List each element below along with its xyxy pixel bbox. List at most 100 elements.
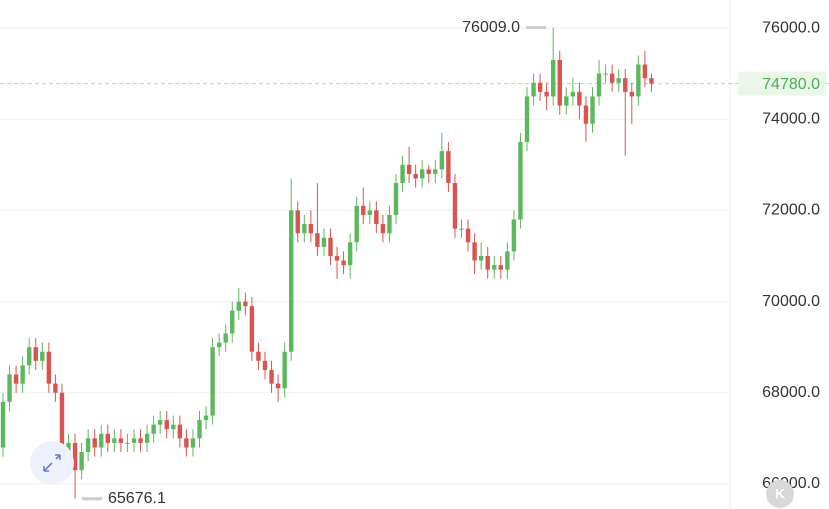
candle-body bbox=[112, 438, 117, 443]
candle-body bbox=[465, 228, 471, 243]
candle-body bbox=[531, 82, 536, 97]
candle-body bbox=[596, 73, 602, 97]
candle-body bbox=[393, 183, 399, 215]
y-tick-label: 76000.0 bbox=[762, 19, 820, 36]
low-label: 65676.1 bbox=[108, 490, 166, 507]
candle-body bbox=[302, 224, 307, 234]
candle-body bbox=[636, 64, 641, 97]
candle-body bbox=[374, 210, 379, 225]
high-label: 76009.0 bbox=[462, 19, 520, 36]
candle-body bbox=[380, 224, 386, 234]
candle-body bbox=[262, 360, 268, 370]
candle-body bbox=[603, 73, 608, 75]
candle-body bbox=[72, 442, 78, 471]
candle-body bbox=[0, 401, 6, 448]
candle-body bbox=[171, 424, 176, 430]
candle-body bbox=[478, 255, 484, 261]
candle-body bbox=[551, 59, 556, 97]
candle-body bbox=[216, 342, 222, 348]
zoom-button[interactable] bbox=[30, 441, 74, 485]
candle-body bbox=[439, 151, 445, 170]
candle-body bbox=[544, 91, 549, 97]
candle-body bbox=[642, 64, 648, 79]
candle-body bbox=[79, 452, 84, 471]
candle-body bbox=[20, 365, 25, 384]
candle-body bbox=[282, 351, 287, 389]
last-price-label: 74780.0 bbox=[762, 76, 820, 93]
candle-body bbox=[583, 105, 589, 124]
candle-body bbox=[158, 420, 163, 425]
candle-body bbox=[485, 255, 490, 270]
candle-body bbox=[367, 210, 372, 215]
candle-body bbox=[570, 91, 576, 97]
candle-body bbox=[511, 219, 517, 252]
candle-body bbox=[85, 438, 91, 453]
candle-body bbox=[623, 78, 628, 92]
candle-body bbox=[413, 173, 418, 179]
candle-body bbox=[446, 151, 451, 184]
zoom-icon[interactable] bbox=[43, 454, 61, 472]
candle-body bbox=[125, 442, 130, 444]
candle-body bbox=[472, 242, 477, 261]
candle-body bbox=[144, 433, 150, 443]
candle-body bbox=[518, 142, 523, 220]
candle-body bbox=[406, 164, 412, 174]
candle-body bbox=[269, 369, 274, 384]
candle-body bbox=[223, 333, 228, 343]
candle-body bbox=[354, 205, 359, 243]
candle-body bbox=[347, 242, 353, 266]
candle-body bbox=[564, 96, 569, 106]
candle-body bbox=[629, 91, 634, 97]
candle-body bbox=[328, 237, 333, 256]
candle-body bbox=[537, 82, 543, 92]
candle-body bbox=[53, 383, 58, 393]
candle-body bbox=[249, 306, 255, 352]
candle-body bbox=[492, 265, 497, 270]
candle-body bbox=[609, 73, 615, 83]
y-tick-label: 70000.0 bbox=[762, 293, 820, 310]
k-button[interactable]: K bbox=[766, 480, 794, 508]
candle-body bbox=[616, 78, 621, 83]
candle-body bbox=[295, 210, 300, 234]
candle-body bbox=[400, 164, 405, 184]
candle-body bbox=[361, 205, 366, 215]
candle-body bbox=[230, 310, 235, 334]
y-tick-label: 74000.0 bbox=[762, 110, 820, 127]
candle-body bbox=[256, 351, 261, 361]
candle-body bbox=[46, 351, 52, 384]
candle-body bbox=[433, 169, 438, 174]
candle-body bbox=[105, 433, 110, 443]
candle-body bbox=[131, 438, 137, 443]
k-label[interactable]: K bbox=[775, 486, 785, 502]
candle-body bbox=[177, 424, 183, 439]
candle-body bbox=[164, 420, 169, 430]
candle-body bbox=[203, 415, 209, 421]
candle-body bbox=[40, 351, 45, 361]
candle-body bbox=[210, 347, 215, 416]
candle-body bbox=[33, 347, 38, 361]
candle-body bbox=[190, 438, 196, 448]
candle-body bbox=[452, 183, 458, 229]
candle-body bbox=[590, 96, 595, 124]
candle-body bbox=[387, 214, 392, 234]
candle-body bbox=[420, 169, 425, 179]
candle-body bbox=[557, 59, 562, 106]
candle-body bbox=[289, 210, 294, 352]
candle-body bbox=[243, 301, 248, 307]
candle-body bbox=[99, 433, 104, 448]
candle-body bbox=[138, 438, 143, 443]
candle-body bbox=[13, 374, 19, 384]
candle-body bbox=[7, 374, 12, 402]
candle-body bbox=[341, 260, 346, 266]
candle-body bbox=[184, 438, 189, 448]
k-circle[interactable] bbox=[766, 480, 794, 508]
candle-body bbox=[649, 78, 654, 84]
candle-body bbox=[92, 438, 97, 448]
candle-body bbox=[321, 237, 327, 247]
candle-body bbox=[498, 265, 503, 270]
candle-body bbox=[151, 424, 156, 434]
candle-body bbox=[59, 392, 65, 457]
candle-body bbox=[577, 91, 582, 106]
candle-body bbox=[27, 347, 32, 366]
candle-body bbox=[315, 233, 320, 247]
